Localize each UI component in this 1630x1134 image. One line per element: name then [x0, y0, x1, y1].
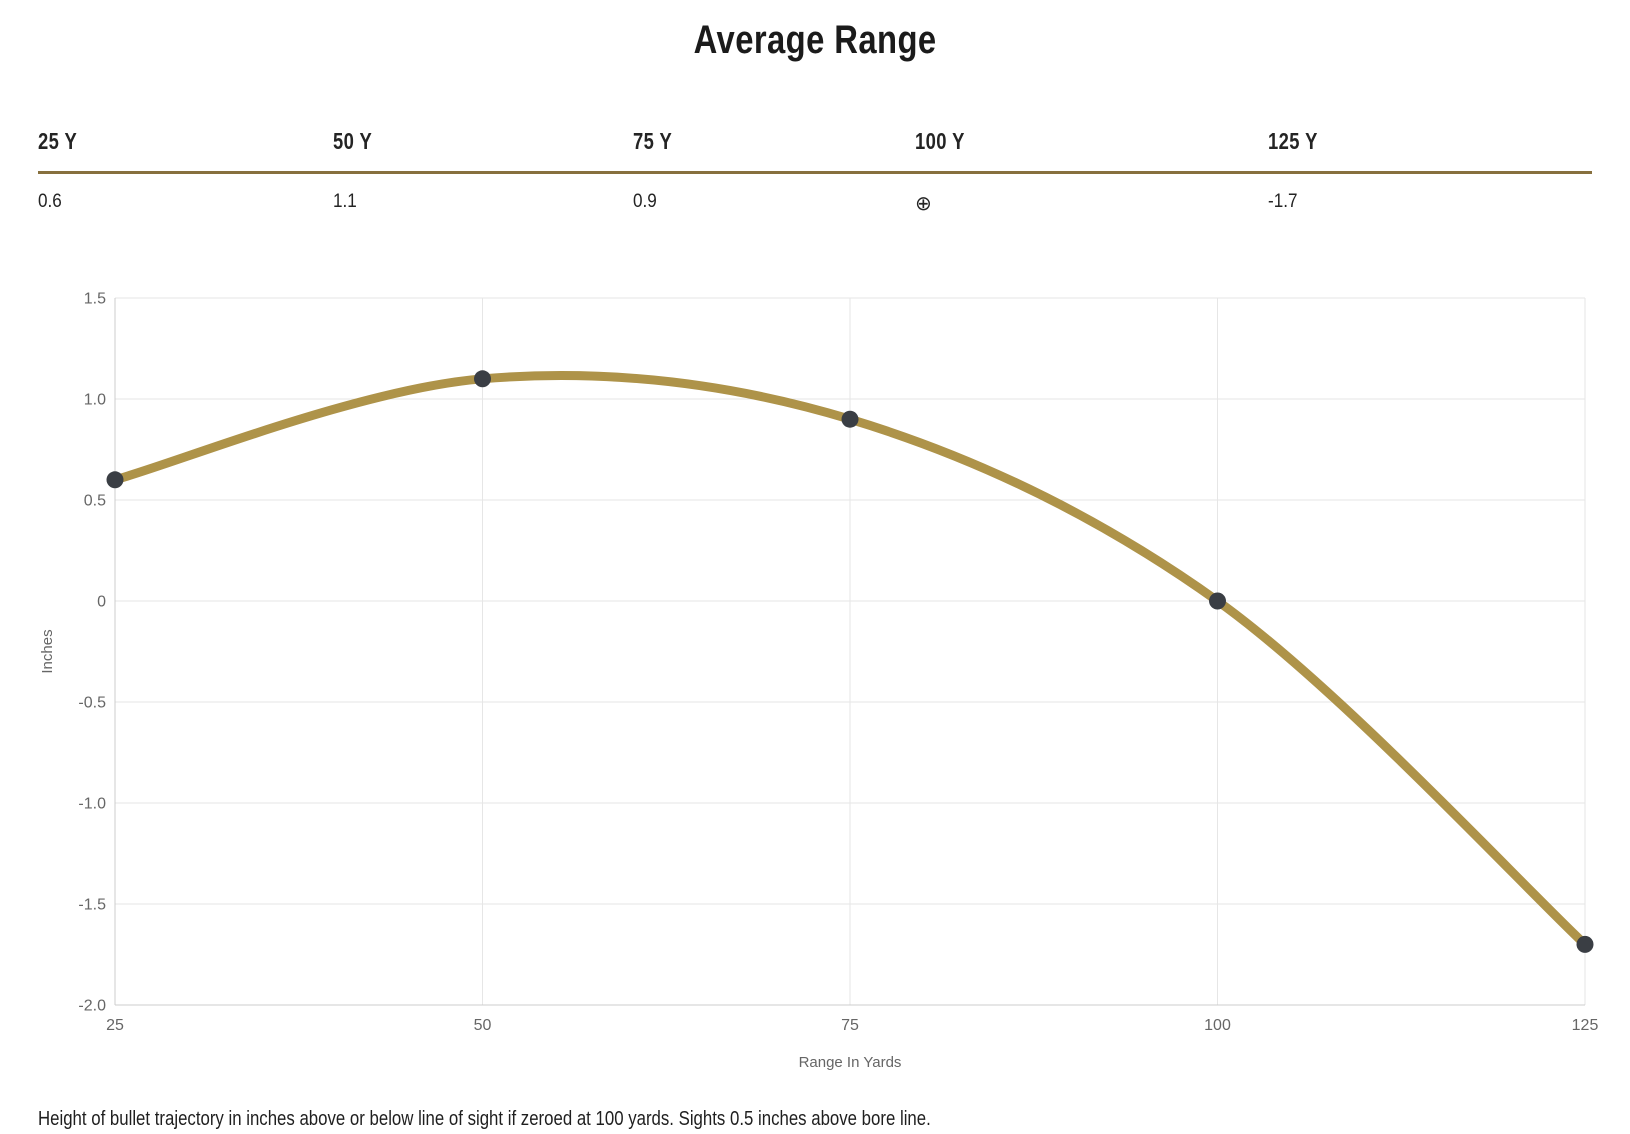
range-header-50y: 50 Y	[333, 128, 373, 154]
y-axis-title: Inches	[39, 629, 56, 673]
trajectory-line	[110, 371, 1590, 949]
y-tick-label--1.0: -1.0	[78, 796, 106, 813]
data-point-75y[interactable]	[841, 410, 859, 428]
zero-crosshair-icon: ⊕	[915, 193, 932, 215]
range-column-50y: 50 Y 1.1	[333, 128, 382, 212]
range-header-25y: 25 Y	[38, 128, 78, 154]
x-tick-label-125: 125	[1572, 1017, 1599, 1034]
range-value-125y: -1.7	[1268, 191, 1298, 212]
x-axis-title: Range In Yards	[799, 1054, 902, 1071]
footnote-row: Height of bullet trajectory in inches ab…	[38, 1108, 1101, 1131]
range-column-75y: 75 Y 0.9	[633, 128, 682, 212]
y-tick-label-1.0: 1.0	[84, 392, 106, 409]
y-tick-label--0.5: -0.5	[78, 695, 106, 712]
range-value-50y: 1.1	[333, 191, 357, 212]
x-tick-label-75: 75	[841, 1017, 859, 1034]
data-point-100y[interactable]	[1209, 592, 1226, 610]
x-tick-label-25: 25	[106, 1017, 124, 1034]
y-tick-label--1.5: -1.5	[78, 897, 106, 914]
footnote-text: Height of bullet trajectory in inches ab…	[38, 1108, 931, 1130]
y-tick-label--2.0: -2.0	[78, 998, 106, 1015]
table-divider-rule	[38, 171, 1592, 174]
y-tick-label-0: 0	[97, 594, 106, 611]
range-value-75y: 0.9	[633, 191, 657, 212]
range-value-25y: 0.6	[38, 191, 62, 212]
range-header-125y: 125 Y	[1268, 128, 1318, 154]
range-column-25y: 25 Y 0.6	[38, 128, 87, 212]
y-tick-label-0.5: 0.5	[84, 493, 106, 510]
page-title-row: Average Range	[0, 18, 1630, 63]
page-title: Average Range	[693, 18, 937, 62]
data-point-25y[interactable]	[106, 471, 124, 489]
range-header-100y: 100 Y	[915, 128, 965, 154]
range-column-100y: 100 Y ⊕	[915, 128, 977, 215]
data-point-125y[interactable]	[1576, 935, 1594, 953]
range-header-75y: 75 Y	[633, 128, 673, 154]
data-point-50y[interactable]	[474, 370, 491, 388]
range-column-125y: 125 Y -1.7	[1268, 128, 1330, 212]
y-tick-label-1.5: 1.5	[84, 291, 106, 308]
x-tick-label-100: 100	[1204, 1017, 1231, 1034]
x-tick-label-50: 50	[474, 1017, 492, 1034]
